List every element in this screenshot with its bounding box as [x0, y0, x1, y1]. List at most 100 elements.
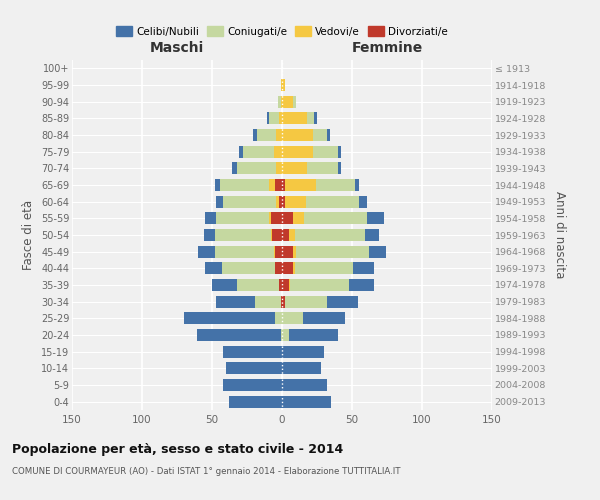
Bar — [215, 246, 274, 258]
Bar — [215, 179, 220, 191]
Y-axis label: Fasce di età: Fasce di età — [22, 200, 35, 270]
Bar — [289, 279, 290, 291]
Bar — [223, 379, 282, 391]
Bar — [205, 262, 222, 274]
Bar — [277, 196, 279, 207]
Bar — [282, 246, 293, 258]
Bar — [365, 229, 379, 241]
Bar — [282, 362, 321, 374]
Bar — [212, 279, 237, 291]
Bar — [237, 279, 279, 291]
Text: Popolazione per età, sesso e stato civile - 2014: Popolazione per età, sesso e stato civil… — [12, 442, 343, 456]
Bar — [282, 329, 289, 341]
Bar — [216, 296, 256, 308]
Text: COMUNE DI COURMAYEUR (AO) - Dati ISTAT 1° gennaio 2014 - Elaborazione TUTTITALIA: COMUNE DI COURMAYEUR (AO) - Dati ISTAT 1… — [12, 468, 401, 476]
Bar — [269, 112, 279, 124]
Bar — [281, 296, 282, 308]
Bar — [216, 212, 269, 224]
Bar — [282, 162, 307, 174]
Bar — [271, 229, 272, 241]
Bar — [295, 229, 365, 241]
Bar — [281, 329, 282, 341]
Bar — [353, 262, 374, 274]
Bar — [282, 129, 313, 141]
Text: Maschi: Maschi — [150, 41, 204, 55]
Bar — [282, 212, 293, 224]
Bar — [279, 279, 282, 291]
Bar — [307, 162, 338, 174]
Bar — [295, 262, 353, 274]
Bar — [279, 112, 282, 124]
Bar — [282, 396, 331, 407]
Legend: Celibi/Nubili, Coniugati/e, Vedovi/e, Divorziati/e: Celibi/Nubili, Coniugati/e, Vedovi/e, Di… — [113, 23, 451, 40]
Bar — [282, 179, 285, 191]
Text: Femmine: Femmine — [352, 41, 422, 55]
Bar — [223, 196, 277, 207]
Bar — [243, 146, 274, 158]
Bar — [303, 312, 345, 324]
Bar — [278, 96, 281, 108]
Bar — [313, 146, 338, 158]
Bar — [275, 246, 282, 258]
Bar — [282, 146, 313, 158]
Bar — [285, 196, 306, 207]
Bar — [197, 329, 281, 341]
Bar — [327, 296, 358, 308]
Bar — [257, 129, 277, 141]
Bar — [232, 162, 237, 174]
Bar — [296, 246, 369, 258]
Bar — [275, 179, 282, 191]
Bar — [306, 196, 359, 207]
Bar — [282, 312, 303, 324]
Bar — [269, 212, 271, 224]
Bar — [314, 112, 317, 124]
Bar — [272, 229, 282, 241]
Bar — [369, 246, 386, 258]
Bar — [338, 162, 341, 174]
Bar — [256, 296, 281, 308]
Bar — [281, 79, 282, 91]
Bar — [275, 262, 282, 274]
Bar — [274, 146, 282, 158]
Bar — [277, 162, 282, 174]
Bar — [367, 212, 384, 224]
Y-axis label: Anni di nascita: Anni di nascita — [553, 192, 566, 278]
Bar — [338, 146, 341, 158]
Bar — [285, 296, 327, 308]
Bar — [281, 96, 282, 108]
Bar — [293, 246, 296, 258]
Bar — [237, 162, 277, 174]
Bar — [282, 279, 289, 291]
Bar — [282, 296, 285, 308]
Bar — [282, 96, 293, 108]
Bar — [282, 196, 285, 207]
Bar — [222, 262, 275, 274]
Bar — [304, 212, 367, 224]
Bar — [184, 312, 275, 324]
Bar — [313, 129, 327, 141]
Bar — [282, 229, 289, 241]
Bar — [215, 229, 271, 241]
Bar — [205, 212, 216, 224]
Bar — [293, 262, 295, 274]
Bar — [275, 312, 282, 324]
Bar — [293, 212, 304, 224]
Bar — [355, 179, 359, 191]
Bar — [266, 112, 269, 124]
Bar — [349, 279, 374, 291]
Bar — [198, 246, 215, 258]
Bar — [216, 196, 223, 207]
Bar — [289, 329, 338, 341]
Bar — [223, 346, 282, 358]
Bar — [316, 179, 355, 191]
Bar — [290, 279, 349, 291]
Bar — [253, 129, 257, 141]
Bar — [220, 179, 269, 191]
Bar — [282, 379, 327, 391]
Bar — [239, 146, 243, 158]
Bar — [226, 362, 282, 374]
Bar — [282, 262, 293, 274]
Bar — [282, 346, 324, 358]
Bar — [359, 196, 367, 207]
Bar — [289, 229, 295, 241]
